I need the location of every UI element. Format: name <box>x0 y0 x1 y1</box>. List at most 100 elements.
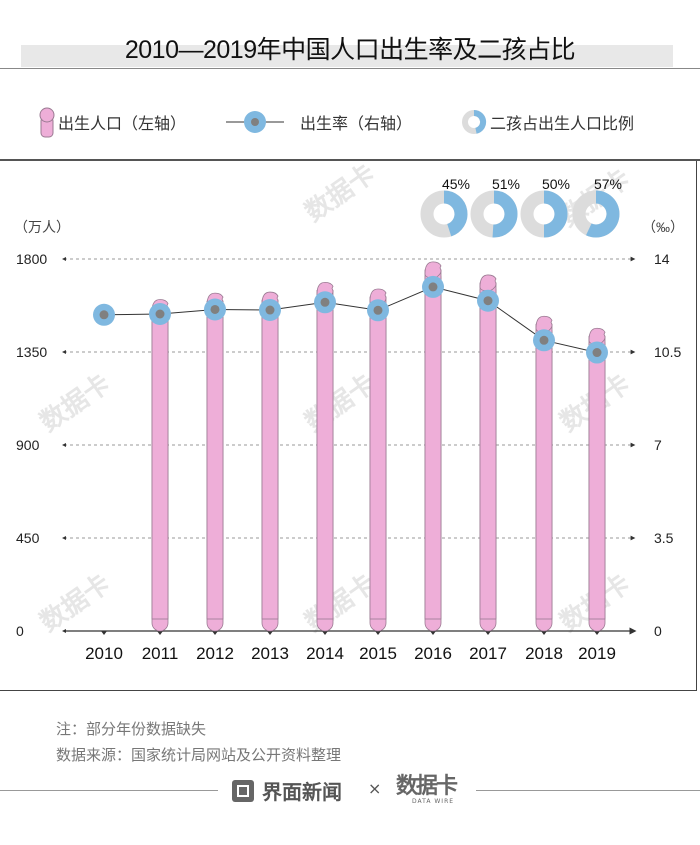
birth-rate-line <box>93 275 608 364</box>
bar-2011 <box>151 299 169 632</box>
x-tick-label: 2018 <box>525 644 563 663</box>
bar-2018 <box>535 315 553 632</box>
right-tick-label: 3.5 <box>654 530 674 546</box>
x-tick <box>267 631 273 635</box>
footer-divider-right <box>476 790 700 791</box>
title-band <box>21 45 673 67</box>
donut-2018: 50% <box>520 176 570 238</box>
rate-marker-dot <box>483 296 493 306</box>
bar-head <box>424 261 442 279</box>
bar-2017 <box>479 274 497 632</box>
brand-name: 界面新闻 <box>262 780 342 804</box>
bar-2012 <box>206 292 224 632</box>
chart-svg: 数据卡数据卡数据卡数据卡数据卡数据卡数据卡数据卡 004503.59007135… <box>14 159 684 663</box>
x-tick <box>101 631 107 635</box>
line-marker-icon <box>226 111 284 133</box>
bar-2019 <box>588 327 606 632</box>
births-bars <box>151 261 606 632</box>
watermark: 数据卡 <box>300 369 381 438</box>
bar-body-upper <box>424 269 442 620</box>
x-tick-label: 2014 <box>306 644 344 663</box>
bar-body-upper <box>261 299 279 620</box>
watermark: 数据卡 <box>35 369 116 438</box>
rate-marker-dot <box>210 304 220 314</box>
arrow-left-icon <box>62 257 66 261</box>
arrow-left-icon <box>62 443 66 447</box>
x-tick-label: 2012 <box>196 644 234 663</box>
brand-jiemian: 界面新闻 <box>232 776 342 805</box>
watermark: 数据卡 <box>35 569 116 638</box>
rate-marker-dot <box>99 310 109 320</box>
legend-second-child-label: 二孩占出生人口比例 <box>490 114 635 133</box>
bar-2016 <box>424 261 442 632</box>
legend-divider <box>0 159 700 161</box>
arrow-left-icon <box>62 350 66 354</box>
bar-body-upper <box>151 307 169 620</box>
right-tick-label: 7 <box>654 437 662 453</box>
donut-share <box>586 190 620 238</box>
rate-marker-dot <box>428 282 438 292</box>
x-tick <box>485 631 491 635</box>
bar-body-upper <box>588 335 606 620</box>
donut-icon <box>462 109 487 134</box>
right-tick-label: 0 <box>654 623 662 639</box>
bar-body-upper <box>535 323 553 620</box>
x-tick <box>541 631 547 635</box>
rate-marker-dot <box>373 305 383 315</box>
jiemian-logo-icon <box>232 779 254 802</box>
note-text: 注：部分年份数据缺失 <box>56 720 207 738</box>
arrow-left-icon <box>62 629 66 633</box>
x-tick <box>157 631 163 635</box>
donut-share <box>543 190 568 238</box>
footer-divider-left <box>0 790 218 791</box>
legend-item-rate: 出生率（右轴） <box>226 104 412 140</box>
bar-body-upper <box>316 289 334 620</box>
baby-bottle-icon <box>39 107 55 138</box>
bar-body-upper <box>369 296 387 620</box>
x-tick-label: 2017 <box>469 644 507 663</box>
bar-body-upper <box>206 300 224 620</box>
left-tick-label: 0 <box>16 623 24 639</box>
x-tick-label: 2016 <box>414 644 452 663</box>
donut-share <box>492 190 518 238</box>
bar-head <box>479 274 497 292</box>
x-tick <box>375 631 381 635</box>
rate-polyline <box>103 286 598 354</box>
legend-rate-label: 出生率（右轴） <box>300 114 413 133</box>
page-title: 2010—2019年中国人口出生率及二孩占比 <box>124 36 576 64</box>
donut-2019: 57% <box>572 176 622 238</box>
bar-2015 <box>369 288 387 632</box>
left-tick-label: 1350 <box>16 344 47 360</box>
left-tick-label: 1800 <box>16 251 47 267</box>
left-axis-unit: （万人） <box>14 219 70 235</box>
title-divider <box>0 68 700 69</box>
datawire-logo: 数据卡 <box>396 774 458 799</box>
x-tick <box>212 631 218 635</box>
legend: 出生人口（左轴） 出生率（右轴） 二孩占出生人口比例 <box>0 104 700 140</box>
watermark: 数据卡 <box>300 569 381 638</box>
x-tick-label: 2019 <box>578 644 616 663</box>
x-tick-label: 2015 <box>359 644 397 663</box>
bar-body-upper <box>479 282 497 620</box>
legend-item-second-child: 二孩占出生人口比例 <box>460 104 634 140</box>
x-tick-label: 2011 <box>142 644 179 663</box>
donut-label: 45% <box>442 176 470 192</box>
x-axis-labels: 2010 2011 2012 2013 2014 2015 2016 2017 2018 2019 <box>85 644 616 663</box>
donut-share <box>443 190 468 237</box>
bar-2013 <box>261 291 279 632</box>
datawire-subtitle: DATA WIRE <box>412 798 455 805</box>
arrow-left-icon <box>62 536 66 540</box>
source-text: 数据来源：国家统计局网站及公开资料整理 <box>56 746 342 764</box>
donut-label: 50% <box>542 176 570 192</box>
donut-label: 57% <box>594 176 622 192</box>
x-tick-label: 2013 <box>251 644 289 663</box>
second-child-donuts: 45% 51% 50% 57% <box>420 176 622 238</box>
left-tick-label: 450 <box>16 530 40 546</box>
x-tick <box>594 631 600 635</box>
donut-2016: 45% <box>420 176 470 238</box>
x-tick <box>322 631 328 635</box>
legend-item-births: 出生人口（左轴） <box>36 104 186 140</box>
donut-2017: 51% <box>470 176 520 238</box>
rate-marker-dot <box>265 305 275 315</box>
right-tick-label: 14 <box>654 251 670 267</box>
